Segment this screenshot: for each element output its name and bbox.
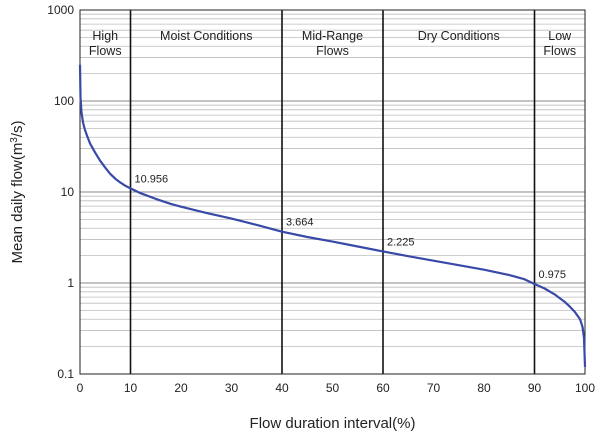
y-axis-title-main: Mean daily flow(m — [9, 143, 26, 264]
y-tick-label: 0.1 — [57, 367, 74, 381]
x-tick-label: 50 — [326, 381, 340, 395]
zone-label-line: Low — [548, 29, 572, 43]
y-axis-title-end: /s) — [9, 120, 26, 137]
zone-label: High Flows — [89, 29, 122, 58]
grid — [80, 9, 585, 375]
x-tick-label: 80 — [477, 381, 491, 395]
x-tick-label: 60 — [376, 381, 390, 395]
y-tick-label: 1000 — [47, 3, 74, 17]
zone-label: Dry Conditions — [418, 29, 500, 43]
zone-label: Low Flows — [543, 29, 576, 58]
y-axis-title: Mean daily flow(m3/s) — [9, 120, 27, 263]
x-tick-label: 0 — [77, 381, 84, 395]
x-tick-label: 100 — [575, 381, 595, 395]
y-tick-labels: 0.1 1 10 100 1000 — [47, 3, 74, 381]
zone-label-line: Mid-Range — [302, 29, 363, 43]
x-tick-label: 70 — [427, 381, 441, 395]
zone-boundaries — [129, 10, 536, 374]
zone-label-line: Flows — [316, 44, 349, 58]
y-tick-label: 1 — [67, 276, 74, 290]
plot-area-frame — [79, 9, 586, 375]
y-tick-label: 100 — [54, 94, 74, 108]
x-tick-label: 20 — [174, 381, 188, 395]
zone-label-line: High — [92, 29, 118, 43]
y-axis-title-superscript: 3 — [9, 137, 20, 143]
x-tick-label: 30 — [225, 381, 239, 395]
value-annotation: 3.664 — [286, 217, 314, 229]
value-annotation: 2.225 — [387, 236, 415, 248]
x-axis-title: Flow duration interval(%) — [250, 415, 416, 432]
series — [78, 64, 587, 367]
x-tick-label: 90 — [528, 381, 542, 395]
zone-label-line: Dry Conditions — [418, 29, 500, 43]
value-annotation: 10.956 — [135, 173, 169, 185]
zone-label: Moist Conditions — [160, 29, 252, 43]
zone-label-line: Flows — [89, 44, 122, 58]
y-tick-label: 10 — [61, 185, 75, 199]
annotations: 10.956 3.664 2.225 0.975 — [135, 173, 567, 281]
zone-label: Mid-Range Flows — [302, 29, 363, 58]
x-tick-labels: 0 10 20 30 40 50 60 70 80 90 100 — [77, 381, 596, 395]
x-tick-label: 40 — [275, 381, 289, 395]
flow-duration-curve — [78, 64, 587, 367]
zone-label-line: Flows — [543, 44, 576, 58]
x-tick-label: 10 — [124, 381, 138, 395]
value-annotation: 0.975 — [539, 269, 567, 281]
zone-label-line: Moist Conditions — [160, 29, 252, 43]
